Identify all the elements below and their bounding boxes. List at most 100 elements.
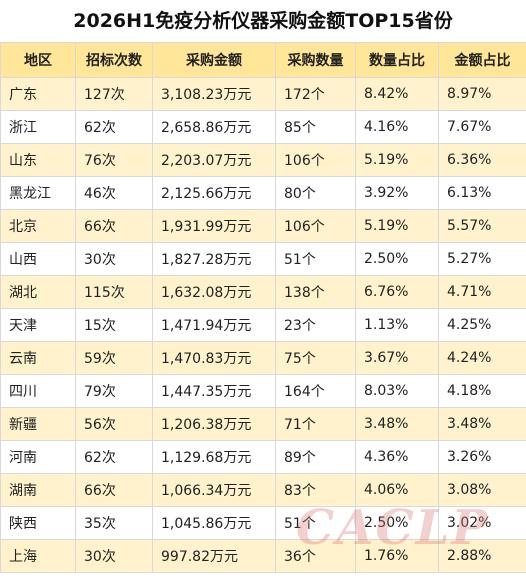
table-cell: 62次 xyxy=(75,110,153,144)
table-cell: 4.25% xyxy=(438,308,526,342)
table-row: 广东 127次 3,108.23万元 172个 8.42% 8.97% xyxy=(0,77,526,111)
table-cell: 46次 xyxy=(75,176,153,210)
table-cell: 1,066.34万元 xyxy=(152,473,276,507)
table-cell: 8.97% xyxy=(438,77,526,111)
table-cell: 6.36% xyxy=(438,143,526,177)
table-cell: 106个 xyxy=(275,209,356,243)
watermark: CACLP xyxy=(296,500,490,556)
table-cell: 广东 xyxy=(0,77,76,111)
table-cell: 3.26% xyxy=(438,440,526,474)
table-cell: 62次 xyxy=(75,440,153,474)
table-cell: 1,129.68万元 xyxy=(152,440,276,474)
table-cell: 8.42% xyxy=(355,77,439,111)
table-cell: 云南 xyxy=(0,341,76,375)
table-cell: 陕西 xyxy=(0,506,76,540)
table-cell: 127次 xyxy=(75,77,153,111)
table-cell: 66次 xyxy=(75,473,153,507)
table-cell: 5.57% xyxy=(438,209,526,243)
table-cell: 1,471.94万元 xyxy=(152,308,276,342)
table-cell: 2.88% xyxy=(438,539,526,573)
table-cell: 3.48% xyxy=(438,407,526,441)
table-cell: 6.13% xyxy=(438,176,526,210)
table-cell: 浙江 xyxy=(0,110,76,144)
table-cell: 7.67% xyxy=(438,110,526,144)
table-cell: 1,632.08万元 xyxy=(152,275,276,309)
table-cell: 湖北 xyxy=(0,275,76,309)
table-cell: 5.19% xyxy=(355,143,439,177)
table-cell: 3,108.23万元 xyxy=(152,77,276,111)
table-row: 湖北 115次 1,632.08万元 138个 6.76% 4.71% xyxy=(0,275,526,309)
table-cell: 湖南 xyxy=(0,473,76,507)
table-row: 河南 62次 1,129.68万元 89个 4.36% 3.26% xyxy=(0,440,526,474)
table-cell: 75个 xyxy=(275,341,356,375)
table-cell: 1,931.99万元 xyxy=(152,209,276,243)
table-cell: 3.92% xyxy=(355,176,439,210)
table-cell: 51个 xyxy=(275,242,356,276)
table-cell: 2,658.86万元 xyxy=(152,110,276,144)
table-cell: 8.03% xyxy=(355,374,439,408)
table-cell: 天津 xyxy=(0,308,76,342)
table-cell: 56次 xyxy=(75,407,153,441)
table-cell: 71个 xyxy=(275,407,356,441)
header-cell: 地区 xyxy=(0,42,76,78)
table-cell: 3.02% xyxy=(438,506,526,540)
table-cell: 黑龙江 xyxy=(0,176,76,210)
table-cell: 5.19% xyxy=(355,209,439,243)
table-row: 黑龙江 46次 2,125.66万元 80个 3.92% 6.13% xyxy=(0,176,526,210)
table-cell: 新疆 xyxy=(0,407,76,441)
table-cell: 1,447.35万元 xyxy=(152,374,276,408)
table-row: 北京 66次 1,931.99万元 106个 5.19% 5.57% xyxy=(0,209,526,243)
table-cell: 172个 xyxy=(275,77,356,111)
table-cell: 山东 xyxy=(0,143,76,177)
table-cell: 66次 xyxy=(75,209,153,243)
table-cell: 3.08% xyxy=(438,473,526,507)
table-row: 新疆 56次 1,206.38万元 71个 3.48% 3.48% xyxy=(0,407,526,441)
table-cell: 2.50% xyxy=(355,242,439,276)
table-cell: 79次 xyxy=(75,374,153,408)
table-row: 云南 59次 1,470.83万元 75个 3.67% 4.24% xyxy=(0,341,526,375)
table-cell: 河南 xyxy=(0,440,76,474)
table-cell: 23个 xyxy=(275,308,356,342)
table-cell: 1,045.86万元 xyxy=(152,506,276,540)
table-cell: 四川 xyxy=(0,374,76,408)
table-cell: 上海 xyxy=(0,539,76,573)
table-cell: 1,470.83万元 xyxy=(152,341,276,375)
table-cell: 59次 xyxy=(75,341,153,375)
table-cell: 89个 xyxy=(275,440,356,474)
table-cell: 2,203.07万元 xyxy=(152,143,276,177)
header-cell: 数量占比 xyxy=(355,42,439,78)
table-row: 四川 79次 1,447.35万元 164个 8.03% 4.18% xyxy=(0,374,526,408)
table-cell: 15次 xyxy=(75,308,153,342)
table-cell: 3.48% xyxy=(355,407,439,441)
table-cell: 138个 xyxy=(275,275,356,309)
table-row: 山西 30次 1,827.28万元 51个 2.50% 5.27% xyxy=(0,242,526,276)
table-cell: 5.27% xyxy=(438,242,526,276)
table-cell: 北京 xyxy=(0,209,76,243)
table-cell: 2.50% xyxy=(355,506,439,540)
table-cell: 4.71% xyxy=(438,275,526,309)
table-row: 陕西 35次 1,045.86万元 51个 2.50% 3.02% xyxy=(0,506,526,540)
table-cell: 3.67% xyxy=(355,341,439,375)
table-cell: 4.36% xyxy=(355,440,439,474)
table-cell: 4.18% xyxy=(438,374,526,408)
header-cell: 采购金额 xyxy=(152,42,276,78)
table-cell: 35次 xyxy=(75,506,153,540)
table-cell: 30次 xyxy=(75,539,153,573)
table-cell: 4.24% xyxy=(438,341,526,375)
table-cell: 85个 xyxy=(275,110,356,144)
table-row: 山东 76次 2,203.07万元 106个 5.19% 6.36% xyxy=(0,143,526,177)
table-cell: 30次 xyxy=(75,242,153,276)
table-row: 天津 15次 1,471.94万元 23个 1.13% 4.25% xyxy=(0,308,526,342)
table-cell: 1.76% xyxy=(355,539,439,573)
header-cell: 招标次数 xyxy=(75,42,153,78)
title: 2026H1免疫分析仪器采购金额TOP15省份 xyxy=(73,10,453,32)
table-cell: 115次 xyxy=(75,275,153,309)
table-cell: 1.13% xyxy=(355,308,439,342)
table-cell: 76次 xyxy=(75,143,153,177)
table-row: 上海 30次 997.82万元 36个 1.76% 2.88% xyxy=(0,539,526,573)
table-cell: 164个 xyxy=(275,374,356,408)
table-row: 浙江 62次 2,658.86万元 85个 4.16% 7.67% xyxy=(0,110,526,144)
table-cell: 36个 xyxy=(275,539,356,573)
header-row: 地区 招标次数 采购金额 采购数量 数量占比 金额占比 xyxy=(0,42,526,78)
